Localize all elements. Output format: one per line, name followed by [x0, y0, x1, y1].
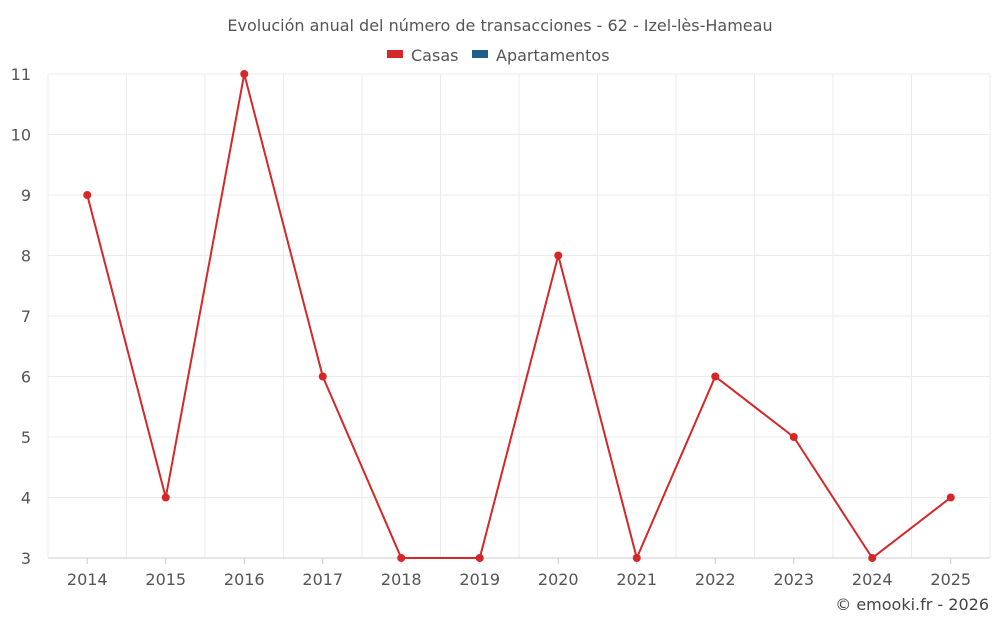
y-tick-label: 3 — [21, 549, 31, 568]
x-tick-label: 2015 — [145, 570, 186, 589]
data-point[interactable] — [240, 70, 249, 78]
y-tick-label: 8 — [21, 247, 31, 266]
legend-label-apartamentos[interactable]: Apartamentos — [496, 46, 610, 65]
x-axis: 2014 2015 2016 2017 2018 2019 2020 2021 2022 2023… — [48, 557, 990, 589]
legend[interactable]: Casas Apartamentos — [387, 46, 610, 65]
x-tick-label: 2019 — [459, 570, 500, 589]
legend-swatch-apartamentos[interactable] — [472, 50, 488, 58]
data-point[interactable] — [161, 493, 170, 502]
y-axis: 3 4 5 6 7 8 9 10 11 — [11, 65, 31, 568]
y-tick-label: 9 — [21, 186, 31, 205]
x-tick-label: 2017 — [302, 570, 343, 589]
x-tick-label: 2022 — [695, 570, 736, 589]
x-tick-label: 2018 — [381, 570, 422, 589]
y-tick-label: 5 — [21, 428, 31, 447]
series-casas — [83, 70, 955, 562]
x-tick-label: 2016 — [224, 570, 265, 589]
x-tick-label: 2021 — [616, 570, 657, 589]
data-point[interactable] — [868, 554, 877, 562]
y-tick-label: 7 — [21, 307, 31, 326]
x-tick-label: 2025 — [930, 570, 971, 589]
data-point[interactable] — [83, 191, 92, 199]
legend-swatch-casas[interactable] — [387, 50, 403, 58]
x-tick-label: 2014 — [67, 570, 108, 589]
legend-label-casas[interactable]: Casas — [411, 46, 458, 65]
data-point[interactable] — [711, 372, 720, 381]
data-point[interactable] — [946, 493, 955, 502]
data-point[interactable] — [632, 554, 641, 562]
x-tick-label: 2020 — [538, 570, 579, 589]
y-tick-label: 11 — [11, 65, 31, 84]
y-tick-label: 10 — [11, 126, 31, 145]
data-point[interactable] — [789, 433, 798, 441]
credit-text: © emooki.fr - 2026 — [835, 595, 989, 614]
x-tick-label: 2023 — [773, 570, 814, 589]
y-tick-label: 6 — [21, 368, 31, 387]
x-tick-label: 2024 — [852, 570, 893, 589]
data-point[interactable] — [475, 554, 484, 562]
y-tick-label: 4 — [21, 489, 31, 508]
grid — [47, 73, 991, 559]
series-line-casas — [86, 73, 952, 559]
data-point[interactable] — [397, 554, 406, 562]
data-point[interactable] — [554, 251, 563, 260]
chart-title: Evolución anual del número de transaccio… — [227, 16, 772, 35]
data-point[interactable] — [318, 372, 327, 381]
